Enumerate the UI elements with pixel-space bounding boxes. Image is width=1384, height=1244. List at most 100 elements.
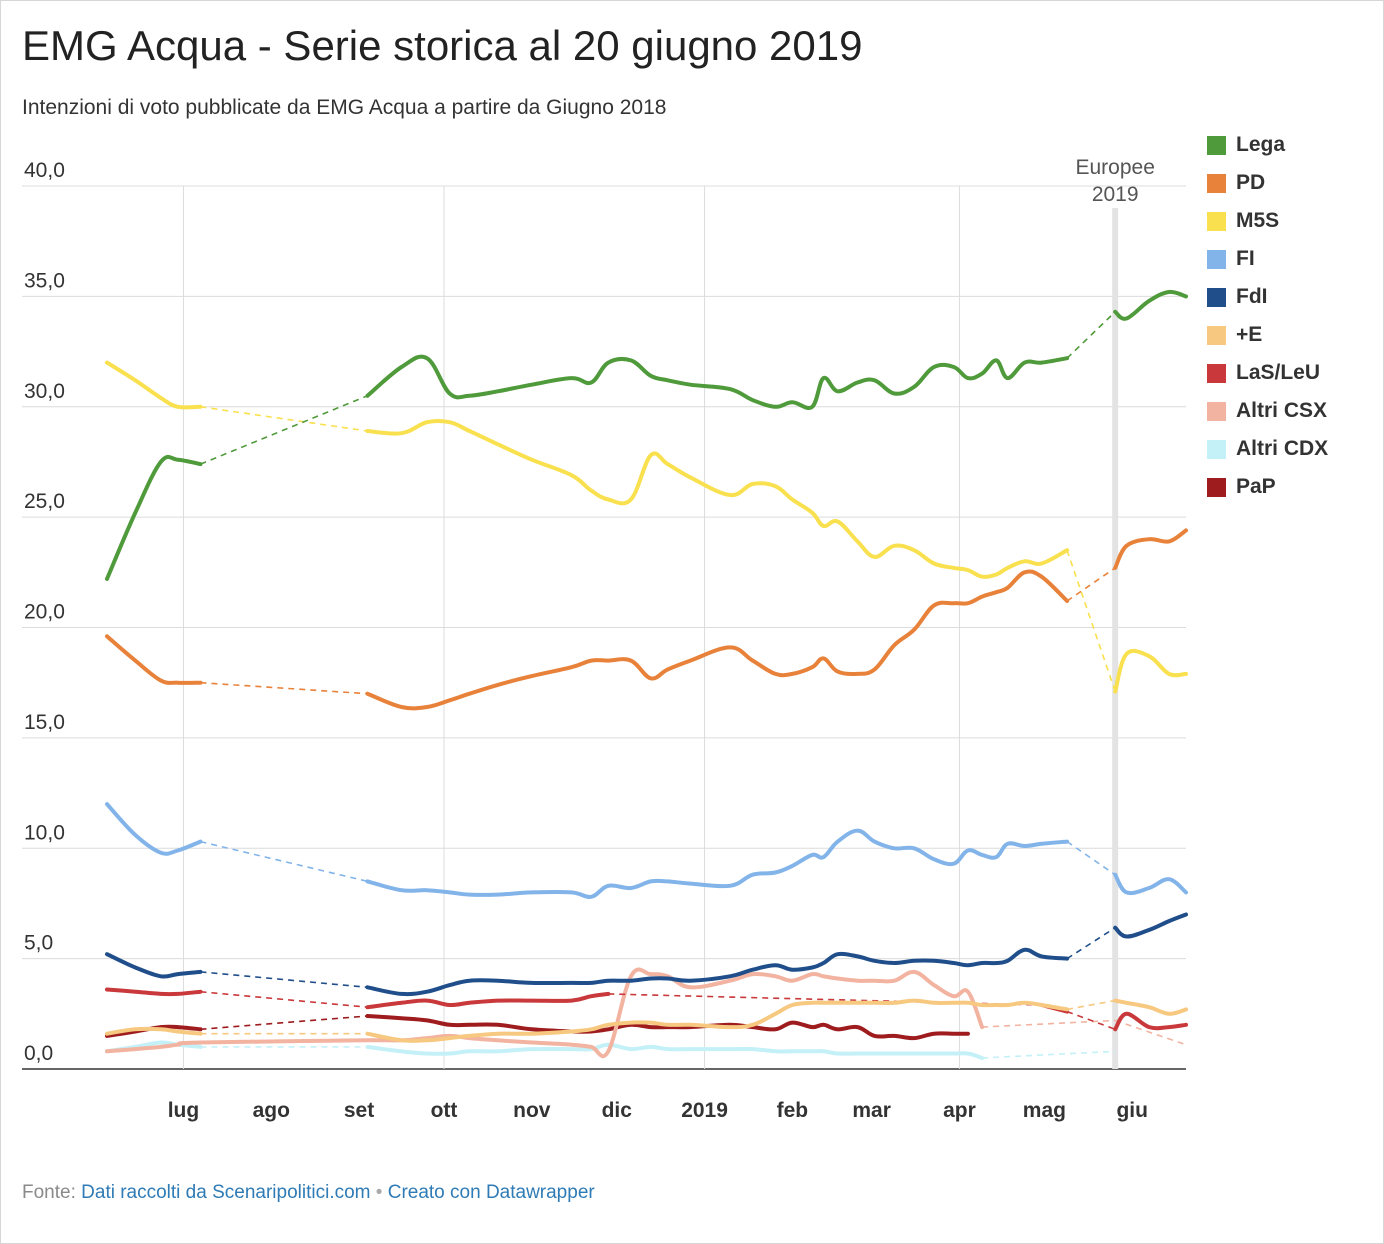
x-tick-label: ott (431, 1099, 458, 1122)
series-lega (105, 289, 1188, 581)
series-line-las-leu (365, 991, 611, 1010)
y-tick-label: 25,0 (24, 490, 65, 513)
chart-title: EMG Acqua - Serie storica al 20 giugno 2… (22, 22, 863, 69)
x-tick-label: set (344, 1099, 374, 1122)
legend-swatch (1207, 401, 1226, 421)
series-line-altri-cdx (365, 1042, 985, 1060)
legend: Lega PD M5S FI FdI +E LaS/LeU Altri CSX Altri CD… (1207, 126, 1328, 506)
series-gap-altri-csx (982, 1019, 1116, 1028)
series-gap-fdi (200, 971, 368, 989)
series-line-e (1113, 998, 1188, 1016)
legend-swatch (1207, 249, 1226, 269)
y-tick-label: 10,0 (24, 821, 65, 844)
y-tick-label: 40,0 (24, 159, 65, 182)
series-gap-m5s (1066, 549, 1116, 692)
series-line-pd (1113, 528, 1188, 570)
x-tick-label: mar (852, 1099, 891, 1122)
series-line-las-leu (105, 987, 203, 997)
series-gap-fi (200, 840, 368, 883)
series-line-m5s (365, 418, 1070, 579)
legend-label: FI (1236, 247, 1255, 270)
series-line-fdi (105, 952, 203, 979)
annotation-label: Europee (1075, 156, 1154, 179)
legend-item-e[interactable]: +E (1207, 316, 1328, 354)
series-gap-pd (200, 681, 368, 695)
x-tick-label: dic (602, 1099, 633, 1122)
series-fi (105, 802, 1188, 899)
series-gap-lega (200, 394, 368, 465)
chart-subtitle: Intenzioni di voto pubblicate da EMG Acq… (22, 96, 667, 119)
series-line-altri-csx (105, 967, 985, 1059)
legend-label: LaS/LeU (1236, 361, 1321, 384)
datawrapper-link[interactable]: Creato con Datawrapper (387, 1182, 595, 1203)
legend-item-las-leu[interactable]: LaS/LeU (1207, 354, 1328, 392)
series-gap-altri-csx (1114, 1019, 1187, 1046)
series-pd (105, 528, 1188, 711)
y-tick-label: 5,0 (24, 932, 53, 955)
legend-label: Altri CSX (1236, 399, 1328, 422)
series-line-fi (105, 802, 203, 856)
legend-item-fdi[interactable]: FdI (1207, 278, 1328, 316)
series-gap-e (1066, 999, 1116, 1011)
series-line-fi (365, 828, 1070, 899)
x-tick-label: nov (513, 1099, 551, 1122)
x-tick-label: 2019 (681, 1099, 728, 1122)
series-e (105, 998, 1188, 1043)
legend-swatch (1207, 173, 1226, 193)
footer-prefix: Fonte: (22, 1182, 76, 1203)
y-tick-label: 0,0 (24, 1042, 53, 1065)
series-line-e (365, 998, 1070, 1043)
legend-swatch (1207, 211, 1226, 231)
legend-swatch (1207, 135, 1226, 155)
series-altri-cdx (105, 1040, 1116, 1060)
y-tick-label: 35,0 (24, 269, 65, 292)
legend-swatch (1207, 363, 1226, 383)
x-tick-label: mag (1023, 1099, 1066, 1122)
x-tick-label: ago (253, 1099, 290, 1122)
series-line-lega (105, 454, 203, 581)
legend-item-m5s[interactable]: M5S (1207, 202, 1328, 240)
series-line-pap (105, 1024, 203, 1038)
series-fdi (105, 912, 1188, 997)
series-line-m5s (105, 360, 203, 410)
legend-label: Altri CDX (1236, 437, 1329, 460)
series-line-lega (1113, 289, 1188, 321)
legend-label: +E (1236, 323, 1263, 346)
y-tick-label: 30,0 (24, 380, 65, 403)
legend-item-pd[interactable]: PD (1207, 164, 1328, 202)
legend-label: PD (1236, 171, 1266, 194)
series-gap-m5s (200, 405, 368, 432)
legend-label: PaP (1236, 475, 1276, 498)
legend-swatch (1207, 477, 1226, 497)
y-tick-label: 20,0 (24, 601, 65, 624)
series-m5s (105, 360, 1188, 694)
series-gap-fdi (1066, 927, 1116, 960)
legend-item-lega[interactable]: Lega (1207, 126, 1328, 164)
footer: Fonte: Dati raccolti da Scenaripolitici.… (22, 1182, 595, 1204)
x-tick-label: feb (777, 1099, 809, 1122)
series-line-m5s (1113, 648, 1188, 694)
footer-separator: • (375, 1182, 383, 1203)
legend-swatch (1207, 439, 1226, 459)
series-line-fi (1113, 872, 1188, 896)
series-gap-fi (1066, 840, 1116, 876)
series-altri-csx (105, 967, 1187, 1059)
series-line-las-leu (1113, 1011, 1188, 1032)
legend-item-pap[interactable]: PaP (1207, 468, 1328, 506)
legend-label: Lega (1236, 133, 1286, 156)
legend-item-altri-csx[interactable]: Altri CSX (1207, 392, 1328, 430)
series-line-e (105, 1026, 203, 1036)
legend-item-altri-cdx[interactable]: Altri CDX (1207, 430, 1328, 468)
series-line-fdi (365, 947, 1070, 997)
series-line-lega (365, 354, 1070, 410)
legend-item-fi[interactable]: FI (1207, 240, 1328, 278)
legend-swatch (1207, 287, 1226, 307)
series-gap-lega (1066, 311, 1116, 359)
legend-label: FdI (1236, 285, 1268, 308)
series-gap-pap (200, 1015, 368, 1031)
series-gap-las-leu (200, 990, 368, 1008)
source-link[interactable]: Dati raccolti da Scenaripolitici.com (81, 1182, 371, 1203)
series-gap-pd (1066, 567, 1116, 602)
series-gap-altri-cdx (982, 1050, 1116, 1059)
